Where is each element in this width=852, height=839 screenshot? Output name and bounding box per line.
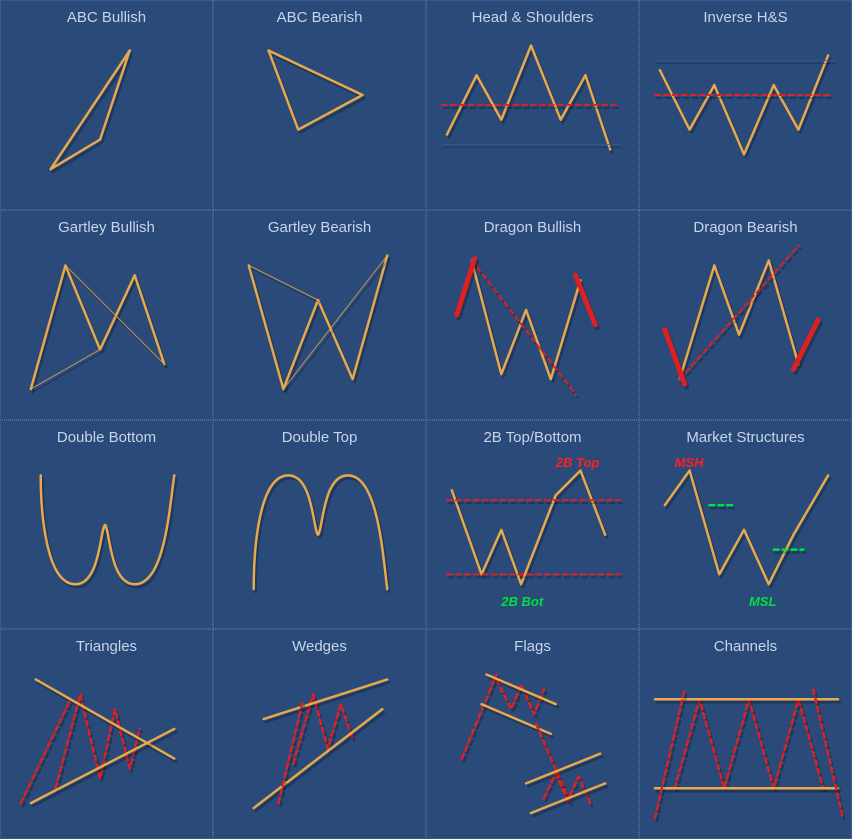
cell-title: Dragon Bullish [484, 219, 582, 236]
pattern-grid: ABC Bullish ABC Bearish Head & Shoulders In… [0, 0, 852, 839]
pattern-svg [1, 211, 212, 419]
pattern-svg [640, 630, 851, 838]
pattern-svg [640, 421, 851, 629]
pattern-svg [640, 211, 851, 419]
annotation: MSH [675, 455, 704, 470]
cell-title: Gartley Bullish [58, 219, 155, 236]
cell-abc-bullish: ABC Bullish [0, 0, 213, 210]
pattern-svg [214, 630, 425, 838]
pattern-svg [1, 421, 212, 629]
cell-gartley-bullish: Gartley Bullish [0, 210, 213, 420]
cell-title: Flags [514, 638, 551, 655]
cell-title: Double Top [282, 429, 358, 446]
annotation: 2B Bot [501, 594, 543, 609]
cell-title: Inverse H&S [703, 9, 787, 26]
cell-dragon-bullish: Dragon Bullish [426, 210, 639, 420]
pattern-svg [214, 211, 425, 419]
cell-market-structures: Market Structures MSH MSL [639, 420, 852, 630]
cell-title: Head & Shoulders [472, 9, 594, 26]
cell-title: Gartley Bearish [268, 219, 371, 236]
cell-2b-top-bottom: 2B Top/Bottom 2B Top 2B Bot [426, 420, 639, 630]
pattern-svg [427, 630, 638, 838]
cell-title: ABC Bullish [67, 9, 146, 26]
cell-head-shoulders: Head & Shoulders [426, 0, 639, 210]
cell-abc-bearish: ABC Bearish [213, 0, 426, 210]
cell-inverse-hs: Inverse H&S [639, 0, 852, 210]
cell-channels: Channels [639, 629, 852, 839]
cell-flags: Flags [426, 629, 639, 839]
cell-title: Triangles [76, 638, 137, 655]
cell-gartley-bearish: Gartley Bearish [213, 210, 426, 420]
pattern-svg [427, 211, 638, 419]
cell-title: 2B Top/Bottom [483, 429, 581, 446]
cell-title: Double Bottom [57, 429, 156, 446]
cell-title: Dragon Bearish [693, 219, 797, 236]
cell-double-top: Double Top [213, 420, 426, 630]
cell-title: Wedges [292, 638, 347, 655]
cell-dragon-bearish: Dragon Bearish [639, 210, 852, 420]
annotation: 2B Top [556, 455, 600, 470]
pattern-svg [214, 1, 425, 209]
cell-triangles: Triangles [0, 629, 213, 839]
pattern-svg [640, 1, 851, 209]
cell-title: Channels [714, 638, 777, 655]
cell-title: Market Structures [686, 429, 804, 446]
annotation: MSL [749, 594, 776, 609]
pattern-svg [1, 1, 212, 209]
pattern-svg [214, 421, 425, 629]
cell-title: ABC Bearish [277, 9, 363, 26]
pattern-svg [427, 1, 638, 209]
pattern-svg [1, 630, 212, 838]
cell-double-bottom: Double Bottom [0, 420, 213, 630]
cell-wedges: Wedges [213, 629, 426, 839]
